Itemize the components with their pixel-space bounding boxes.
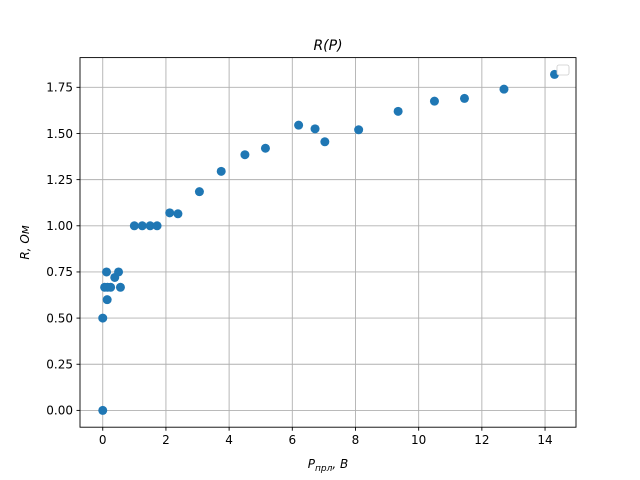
x-axis-ticks: 0 2 4 6 8 10 12 14 bbox=[99, 427, 553, 447]
data-point bbox=[98, 405, 108, 415]
y-tick-label: 1.00 bbox=[46, 219, 73, 233]
x-tick-label: 6 bbox=[288, 433, 296, 447]
legend-box bbox=[556, 64, 570, 76]
x-axis-label: Pпрл, B bbox=[308, 457, 348, 474]
data-point bbox=[129, 221, 139, 231]
y-tick-label: 1.50 bbox=[46, 127, 73, 141]
data-point bbox=[114, 267, 124, 277]
data-point bbox=[240, 150, 250, 160]
y-tick-label: 1.75 bbox=[46, 81, 73, 95]
grid bbox=[80, 57, 576, 428]
x-tick-label: 4 bbox=[225, 433, 233, 447]
y-tick-label: 0.50 bbox=[46, 311, 73, 325]
x-tick-label: 8 bbox=[352, 433, 360, 447]
data-point bbox=[102, 267, 112, 277]
data-point bbox=[320, 137, 330, 147]
data-point bbox=[173, 209, 183, 219]
data-point bbox=[115, 282, 125, 292]
data-point bbox=[152, 221, 162, 231]
data-point bbox=[165, 208, 175, 218]
data-point bbox=[102, 295, 112, 305]
data-point bbox=[499, 84, 509, 94]
x-tick-label: 0 bbox=[99, 433, 107, 447]
y-tick-label: 0.00 bbox=[46, 404, 73, 418]
data-points bbox=[98, 69, 560, 415]
y-axis-ticks: 0.00 0.25 0.50 0.75 1.00 1.25 1.50 1.75 bbox=[46, 81, 80, 418]
data-point bbox=[393, 106, 403, 116]
plot-frame bbox=[79, 57, 577, 428]
data-point bbox=[429, 96, 439, 106]
x-tick-label: 10 bbox=[411, 433, 426, 447]
data-point bbox=[459, 93, 469, 103]
y-tick-label: 0.25 bbox=[46, 358, 73, 372]
data-point bbox=[106, 282, 116, 292]
y-axis-label: R, Ом bbox=[18, 225, 32, 259]
y-tick-label: 0.75 bbox=[46, 265, 73, 279]
x-tick-label: 12 bbox=[474, 433, 489, 447]
y-tick-label: 1.25 bbox=[46, 173, 73, 187]
data-point bbox=[354, 125, 364, 135]
data-point bbox=[145, 221, 155, 231]
data-point bbox=[98, 313, 108, 323]
data-point bbox=[216, 166, 226, 176]
x-tick-label: 2 bbox=[162, 433, 170, 447]
data-point bbox=[194, 187, 204, 197]
data-point bbox=[137, 221, 147, 231]
data-point bbox=[294, 120, 304, 130]
data-point bbox=[310, 124, 320, 134]
chart-title: R(P) bbox=[313, 38, 342, 54]
x-tick-label: 14 bbox=[537, 433, 552, 447]
data-point bbox=[260, 143, 270, 153]
